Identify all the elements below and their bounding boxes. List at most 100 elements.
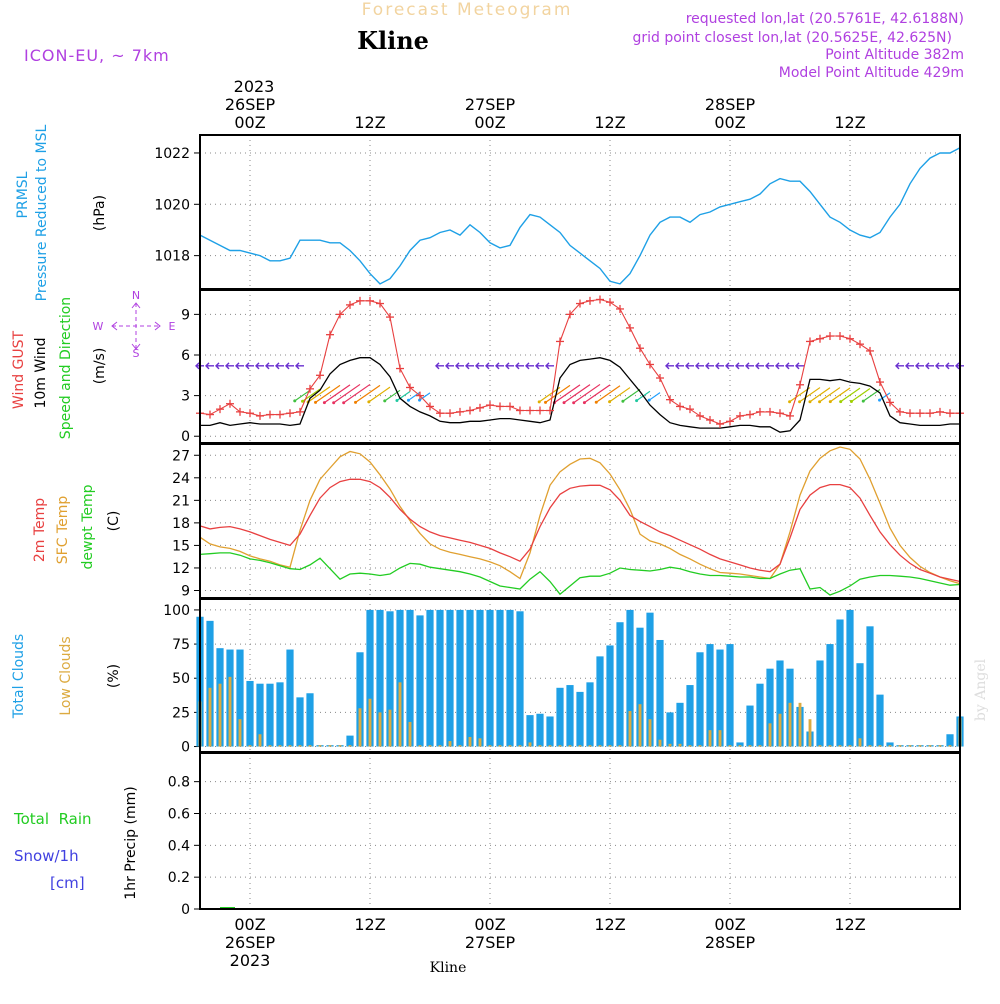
low-clouds-bar bbox=[508, 745, 512, 747]
wind-direction-arrow bbox=[878, 392, 891, 402]
gust-marker bbox=[416, 391, 424, 400]
y-tick-label: 0.8 bbox=[168, 775, 190, 791]
wind-direction-arrow bbox=[745, 362, 754, 370]
wind-direction-arrow bbox=[839, 387, 861, 404]
gust-marker bbox=[896, 407, 904, 416]
gust-marker bbox=[696, 411, 704, 420]
gust-marker bbox=[636, 344, 644, 353]
gust-marker bbox=[886, 398, 894, 407]
location-title: Kline bbox=[357, 26, 429, 55]
total-clouds-bar bbox=[616, 622, 624, 747]
wind-arrow-head bbox=[314, 400, 318, 404]
wind-direction-arrow bbox=[505, 362, 514, 370]
wind-direction-arrow bbox=[275, 362, 284, 370]
low-clouds-bar bbox=[818, 745, 822, 747]
wind-arrow-head bbox=[215, 362, 220, 370]
total-clouds-bar bbox=[476, 609, 484, 747]
gust-marker bbox=[556, 337, 564, 346]
wind-arrow-head bbox=[285, 362, 290, 370]
gust-marker bbox=[786, 411, 794, 420]
wind-arrow-head bbox=[685, 362, 690, 370]
precipitation-panel: 0 0.2 0.4 0.6 0.8 bbox=[168, 752, 961, 918]
wind-arrow-head bbox=[705, 362, 710, 370]
wind-arrow-head bbox=[695, 362, 700, 370]
wind-arrow-head bbox=[788, 400, 792, 404]
pressure-panel: 1018 1020 1022 bbox=[154, 134, 961, 290]
wind-speed-direction-label: Speed and Direction bbox=[58, 297, 74, 439]
y-tick-label: 75 bbox=[172, 637, 190, 653]
compass-icon: N S W E bbox=[93, 289, 176, 360]
y-tick-label: 1020 bbox=[154, 197, 190, 213]
temp-dewpt-label: dewpt Temp bbox=[80, 484, 96, 569]
wind-arrow-head bbox=[537, 400, 541, 404]
wind-direction-arrow bbox=[445, 362, 454, 370]
total-clouds-bar bbox=[286, 649, 294, 747]
gust-marker bbox=[206, 410, 214, 419]
wind-arrow-head bbox=[675, 362, 680, 370]
compass-west: W bbox=[93, 320, 104, 333]
gust-marker bbox=[366, 296, 374, 305]
wind-arrow-shaft bbox=[879, 392, 891, 401]
wind-arrow-head bbox=[755, 362, 760, 370]
low-clouds-bar bbox=[218, 683, 222, 747]
gust-marker bbox=[566, 310, 574, 319]
low-clouds-bar bbox=[798, 702, 802, 747]
bottom-hour-label: 12Z bbox=[594, 915, 625, 934]
low-clouds-bar bbox=[338, 745, 342, 747]
wind-direction-arrow bbox=[715, 362, 724, 370]
wind-direction-arrow bbox=[725, 362, 734, 370]
wind-arrow-head bbox=[765, 362, 770, 370]
wind-arrow-shaft bbox=[840, 387, 861, 403]
gust-marker bbox=[626, 323, 634, 332]
wind-arrow-head bbox=[545, 362, 550, 370]
gust-marker bbox=[466, 406, 474, 415]
total-clouds-bar bbox=[776, 660, 784, 747]
wind-direction-arrow bbox=[775, 362, 784, 370]
total-clouds-bar bbox=[506, 609, 514, 747]
low-clouds-bar bbox=[438, 745, 442, 747]
top-hour-label: 00Z bbox=[714, 113, 745, 132]
y-tick-label: 0 bbox=[181, 740, 190, 756]
low-clouds-bar bbox=[828, 745, 832, 747]
total-clouds-bar bbox=[766, 668, 774, 747]
watermark: by Angel bbox=[973, 658, 989, 721]
top-hour-label: 00Z bbox=[234, 113, 265, 132]
y-tick-label: 18 bbox=[172, 516, 190, 532]
bottom-day-label: 26SEP bbox=[225, 933, 276, 952]
low-clouds-bar bbox=[388, 709, 392, 747]
y-tick-label: 3 bbox=[181, 389, 190, 405]
low-clouds-bar bbox=[548, 745, 552, 747]
wind-arrow-head bbox=[395, 399, 399, 403]
low-clouds-bar bbox=[348, 745, 352, 747]
wind-direction-arrow bbox=[808, 387, 831, 404]
low-clouds-bar bbox=[678, 743, 682, 747]
wind-direction-arrow bbox=[608, 387, 631, 404]
wind-arrow-head bbox=[795, 362, 800, 370]
total-clouds-bar bbox=[676, 702, 684, 747]
low-clouds-bar bbox=[538, 745, 542, 747]
bottom-hour-label: 12Z bbox=[834, 915, 865, 934]
wind-arrow-head bbox=[295, 362, 300, 370]
wind-arrow-head bbox=[225, 362, 230, 370]
total-clouds-bar bbox=[646, 612, 654, 747]
total-clouds-bar bbox=[876, 694, 884, 747]
low-clouds-bar bbox=[948, 745, 952, 747]
y-tick-label: 15 bbox=[172, 538, 190, 554]
wind-direction-arrow bbox=[342, 383, 371, 405]
low-clouds-bar bbox=[528, 742, 532, 747]
compass-south: S bbox=[133, 347, 140, 360]
wind-panel: 0 3 6 9 bbox=[181, 289, 964, 445]
gust-marker bbox=[726, 417, 734, 426]
wind-direction-arrow bbox=[735, 362, 744, 370]
wind-arrow-head bbox=[535, 362, 540, 370]
wind-arrow-head bbox=[608, 400, 612, 404]
gust-marker bbox=[576, 299, 584, 308]
low-clouds-bar bbox=[418, 745, 422, 747]
gust-marker bbox=[766, 407, 774, 416]
gust-marker bbox=[406, 383, 414, 392]
low-clouds-bar bbox=[478, 738, 482, 747]
low-clouds-bar bbox=[288, 745, 292, 747]
wind-arrow-head bbox=[406, 398, 410, 402]
gust-marker bbox=[306, 384, 314, 393]
gust-marker bbox=[426, 402, 434, 411]
